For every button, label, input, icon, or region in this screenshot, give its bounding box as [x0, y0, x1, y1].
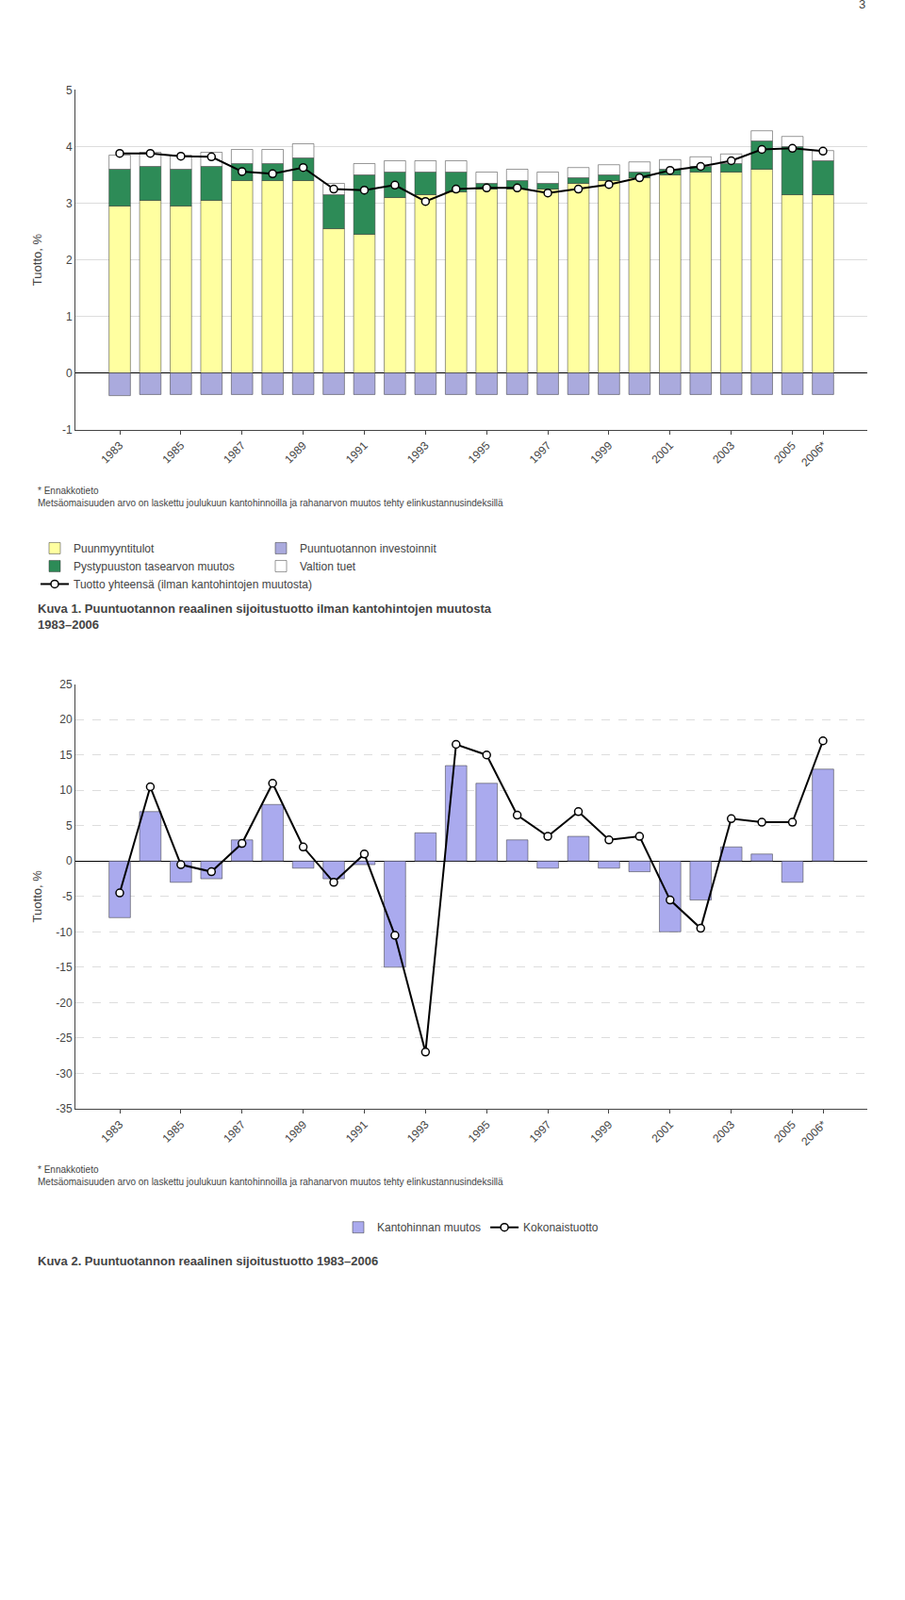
svg-text:1993: 1993	[404, 438, 432, 466]
svg-text:* EnnakkotietoMetsäomaisuuden: * EnnakkotietoMetsäomaisuuden arvo on la…	[37, 1164, 504, 1187]
svg-text:2005: 2005	[771, 1118, 799, 1146]
svg-text:2006*: 2006*	[798, 438, 829, 469]
svg-text:1985: 1985	[159, 438, 187, 466]
svg-text:2: 2	[65, 253, 73, 267]
svg-text:1989: 1989	[281, 1118, 310, 1146]
svg-text:1993: 1993	[404, 1118, 432, 1146]
svg-text:1985: 1985	[159, 1118, 187, 1146]
svg-text:Tuotto, %: Tuotto, %	[30, 870, 45, 923]
svg-text:1987: 1987	[220, 1118, 248, 1146]
svg-text:Kokonaistuotto: Kokonaistuotto	[523, 1220, 599, 1235]
svg-text:1995: 1995	[465, 438, 494, 466]
svg-text:15: 15	[59, 748, 73, 762]
svg-text:-35: -35	[55, 1102, 73, 1116]
svg-text:1999: 1999	[588, 1118, 616, 1146]
svg-text:1995: 1995	[465, 1118, 494, 1146]
svg-text:0: 0	[65, 854, 73, 868]
svg-text:25: 25	[59, 677, 73, 692]
svg-text:-15: -15	[55, 960, 73, 974]
svg-text:-20: -20	[55, 996, 73, 1010]
svg-text:-30: -30	[55, 1067, 73, 1081]
svg-text:Puunmyyntitulot: Puunmyyntitulot	[73, 542, 155, 556]
svg-text:1999: 1999	[588, 438, 616, 466]
svg-text:1991: 1991	[343, 1118, 371, 1146]
svg-text:-5: -5	[62, 889, 73, 904]
svg-text:2005: 2005	[771, 438, 799, 466]
svg-text:-25: -25	[55, 1031, 73, 1045]
svg-text:5: 5	[65, 819, 73, 833]
svg-text:1983: 1983	[98, 1118, 127, 1146]
svg-text:Puuntuotannon investoinnit: Puuntuotannon investoinnit	[299, 542, 437, 556]
svg-text:Tuotto, %: Tuotto, %	[30, 233, 45, 287]
svg-text:* EnnakkotietoMetsäomaisuuden: * EnnakkotietoMetsäomaisuuden arvo on la…	[37, 485, 504, 509]
svg-text:5: 5	[65, 83, 73, 98]
svg-text:-1: -1	[62, 423, 73, 437]
svg-text:1989: 1989	[281, 438, 310, 466]
svg-text:1997: 1997	[526, 1118, 555, 1146]
svg-text:Kuva 1. Puuntuotannon reaaline: Kuva 1. Puuntuotannon reaalinen sijoitus…	[37, 601, 493, 632]
svg-text:3: 3	[65, 197, 73, 211]
svg-text:Tuotto yhteensä (ilman kantohi: Tuotto yhteensä (ilman kantohintojen muu…	[73, 577, 313, 592]
svg-text:Kantohinnan muutos: Kantohinnan muutos	[377, 1220, 481, 1235]
svg-text:Valtion tuet: Valtion tuet	[299, 559, 357, 574]
svg-text:1: 1	[65, 310, 73, 324]
svg-text:2001: 2001	[648, 1118, 676, 1146]
svg-text:1983: 1983	[98, 438, 127, 466]
svg-text:1987: 1987	[220, 438, 248, 466]
svg-text:2003: 2003	[709, 1118, 738, 1146]
svg-text:2003: 2003	[709, 438, 738, 466]
svg-text:Pystypuuston tasearvon muutos: Pystypuuston tasearvon muutos	[73, 559, 235, 574]
svg-text:20: 20	[59, 712, 73, 726]
svg-text:2001: 2001	[648, 438, 676, 466]
svg-text:4: 4	[65, 140, 73, 154]
svg-text:-10: -10	[55, 925, 73, 939]
svg-text:3: 3	[858, 0, 866, 12]
svg-text:1997: 1997	[526, 438, 555, 466]
svg-text:Kuva 2. Puuntuotannon reaaline: Kuva 2. Puuntuotannon reaalinen sijoitus…	[37, 1253, 379, 1268]
svg-text:10: 10	[59, 783, 73, 797]
svg-text:1991: 1991	[343, 438, 371, 466]
svg-text:2006*: 2006*	[798, 1118, 829, 1149]
svg-text:0: 0	[65, 366, 73, 380]
